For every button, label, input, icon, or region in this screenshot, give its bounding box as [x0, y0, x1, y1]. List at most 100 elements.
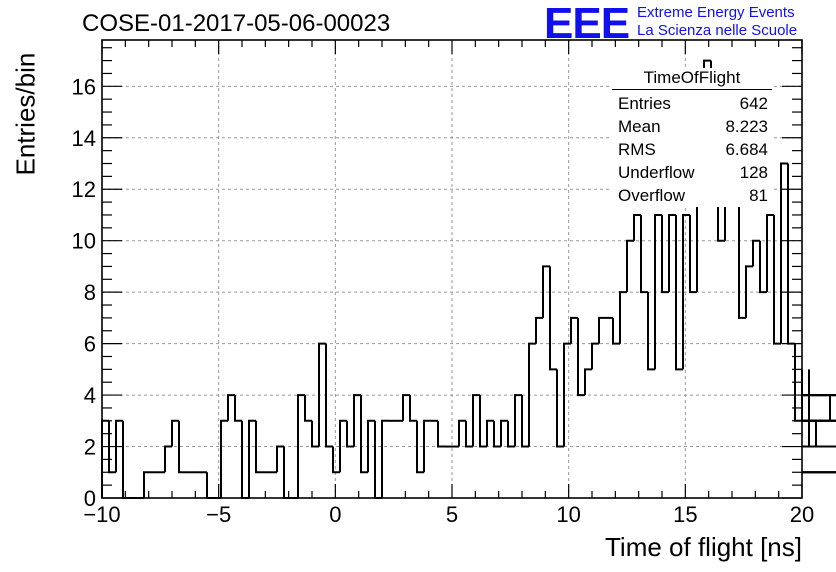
histogram-bin — [409, 395, 417, 422]
histogram-bin — [353, 394, 361, 447]
stats-title: TimeOfFlight — [612, 68, 772, 90]
x-tick-label: 15 — [673, 502, 697, 527]
stats-value: 8.223 — [725, 117, 768, 136]
stats-label: Mean — [618, 117, 661, 136]
histogram-bin — [486, 419, 494, 447]
histogram-bin — [598, 316, 606, 344]
histogram-bin — [612, 317, 620, 345]
stats-label: Overflow — [618, 186, 686, 205]
eee-logo-icon: EEE — [544, 0, 630, 48]
histogram-bin — [227, 394, 235, 421]
histogram-bin — [773, 214, 781, 345]
histogram-bin — [241, 420, 249, 499]
histogram-bin — [802, 419, 836, 422]
stats-row-mean: Mean 8.223 — [612, 115, 772, 138]
histogram-bin — [297, 394, 305, 498]
stats-label: RMS — [618, 140, 656, 159]
stats-value: 81 — [749, 186, 768, 205]
histogram-bin — [381, 419, 389, 498]
histogram-bin — [745, 265, 753, 318]
histogram-bin — [437, 420, 445, 448]
y-axis-title: Entries/bin — [10, 52, 41, 176]
histogram-bin — [514, 394, 522, 447]
axis-ticks — [101, 40, 803, 499]
histogram-bin — [318, 342, 326, 447]
histogram-bin — [619, 291, 627, 344]
histogram-bin — [633, 213, 641, 241]
x-tick-label: 10 — [556, 502, 580, 527]
y-tick-label: 16 — [72, 74, 96, 99]
histogram-bin — [802, 369, 810, 448]
histogram-bin — [507, 420, 515, 448]
histogram-bin — [255, 420, 263, 474]
tick-labels: −10 −5 0 5 10 15 20 0 2 4 6 8 10 12 14 16 — [72, 74, 815, 527]
run-title: COSE-01-2017-05-06-00023 — [82, 10, 391, 37]
histogram-bin — [458, 419, 466, 447]
histogram-bin — [802, 445, 836, 448]
stats-row-entries: Entries 642 — [612, 92, 772, 115]
histogram-bin — [668, 213, 676, 293]
x-axis-title: Time of flight [ns] — [605, 532, 802, 562]
histogram-bin — [234, 395, 242, 422]
stats-value: 128 — [739, 163, 768, 182]
histogram-bin — [346, 420, 354, 448]
histogram-bin — [304, 395, 312, 422]
y-tick-label: 0 — [84, 486, 96, 511]
stats-value: 6.684 — [725, 140, 768, 159]
y-tick-label: 4 — [84, 383, 96, 408]
histogram-bin — [802, 394, 831, 421]
logo-caption: Extreme Energy Events La Scienza nelle S… — [637, 4, 797, 40]
histogram-bin — [689, 214, 697, 294]
histogram-bin — [339, 419, 347, 473]
histogram-bin — [521, 395, 529, 448]
histogram-bin — [654, 213, 662, 370]
histogram-bin — [556, 369, 564, 448]
histogram-bin — [423, 419, 431, 473]
histogram-bin — [802, 471, 836, 474]
histogram-bin — [367, 419, 375, 473]
histogram-bin — [402, 394, 410, 421]
x-tick-label: −10 — [83, 502, 120, 527]
histogram-bin — [570, 316, 578, 344]
x-tick-label: 5 — [446, 502, 458, 527]
histogram-bin — [647, 292, 655, 371]
histogram-bin — [472, 394, 480, 447]
histogram-bin — [115, 419, 123, 473]
logo-caption-line1: Extreme Energy Events — [637, 4, 795, 21]
stats-box: TimeOfFlight Entries 642 Mean 8.223 RMS … — [612, 68, 772, 207]
histogram-bin — [802, 445, 836, 448]
stats-row-rms: RMS 6.684 — [612, 138, 772, 161]
histogram-bin — [122, 420, 130, 499]
histogram-bin — [220, 419, 228, 498]
histogram-bin — [535, 316, 543, 344]
stats-value: 642 — [739, 94, 768, 113]
histogram-bin — [178, 420, 186, 474]
histogram-bin — [276, 445, 284, 473]
histogram-bin — [584, 368, 592, 396]
histogram-bin — [563, 342, 571, 447]
stats-row-overflow: Overflow 81 — [612, 184, 772, 207]
histogram-bin — [500, 419, 508, 447]
histogram-bin — [661, 214, 669, 294]
histogram-bin — [577, 317, 585, 397]
histogram-bin — [780, 162, 788, 344]
histogram-bin — [542, 265, 550, 318]
histogram-bin — [493, 420, 501, 448]
histogram-bin — [802, 471, 836, 474]
histogram-bin — [360, 395, 368, 474]
histogram-bin — [311, 420, 319, 448]
histogram-bin — [206, 472, 214, 499]
histogram-bin — [626, 239, 634, 293]
logo-caption-line2: La Scienza nelle Scuole — [637, 22, 798, 39]
histogram-bin — [766, 213, 774, 293]
histogram-bin — [682, 213, 690, 370]
histogram-bin — [465, 420, 473, 448]
histogram-bin — [283, 446, 291, 499]
histogram-bin — [248, 419, 256, 498]
histogram-bin — [325, 343, 333, 448]
y-tick-label: 2 — [84, 435, 96, 460]
x-tick-label: 0 — [329, 502, 341, 527]
histogram-bin — [374, 420, 382, 499]
histogram-bin — [528, 342, 536, 447]
